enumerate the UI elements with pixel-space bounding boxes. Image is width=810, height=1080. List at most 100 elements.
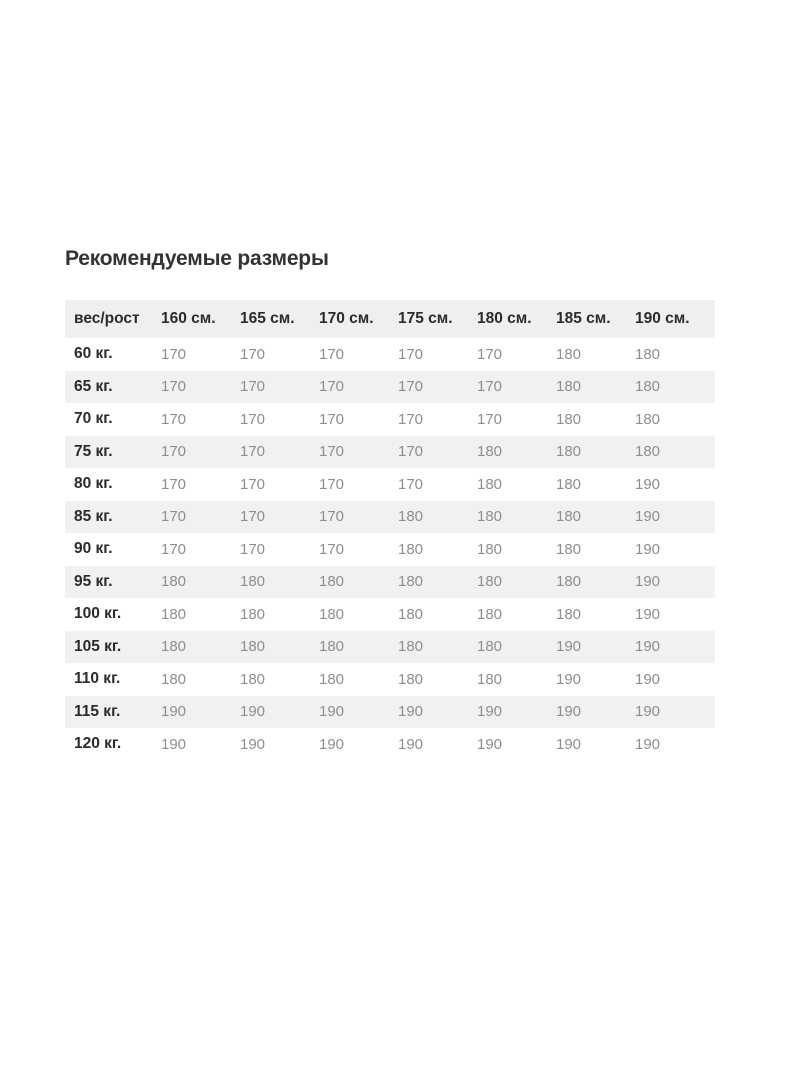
header-cell-height: 190 см. [635, 310, 690, 327]
row-weight-label: 100 кг. [74, 605, 122, 623]
size-value-cell: 180 [161, 605, 187, 623]
size-value-cell: 190 [398, 735, 424, 753]
table-row: 115 кг. 190 190 190 190 190 190 190 [65, 695, 715, 728]
size-value-cell: 170 [398, 410, 424, 428]
size-value-cell: 190 [556, 638, 582, 656]
size-value-cell: 180 [556, 540, 582, 558]
size-value-cell: 190 [556, 703, 582, 721]
size-value-cell: 180 [477, 443, 503, 461]
size-value-cell: 180 [556, 573, 582, 591]
row-weight-label: 70 кг. [74, 410, 113, 428]
size-value-cell: 170 [319, 508, 345, 526]
size-value-cell: 180 [319, 605, 345, 623]
size-value-cell: 190 [240, 703, 266, 721]
size-value-cell: 170 [477, 378, 503, 396]
size-table: вес/рост 160 см. 165 см. 170 см. 175 см. 180 … [65, 300, 715, 761]
size-value-cell: 190 [635, 573, 661, 591]
size-value-cell: 170 [240, 540, 266, 558]
size-value-cell: 180 [240, 638, 266, 656]
size-value-cell: 180 [477, 475, 503, 493]
size-value-cell: 170 [477, 345, 503, 363]
row-weight-label: 95 кг. [74, 572, 113, 590]
table-header-row: вес/рост 160 см. 165 см. 170 см. 175 см. 180 … [65, 300, 715, 338]
size-value-cell: 180 [319, 670, 345, 688]
size-value-cell: 180 [477, 605, 503, 623]
row-weight-label: 60 кг. [74, 345, 113, 363]
size-value-cell: 180 [161, 670, 187, 688]
size-value-cell: 170 [161, 443, 187, 461]
header-cell-height: 160 см. [161, 310, 216, 327]
table-row: 90 кг. 170 170 170 180 180 180 190 [65, 533, 715, 566]
header-cell-height: 170 см. [319, 310, 374, 327]
size-value-cell: 190 [635, 605, 661, 623]
size-value-cell: 170 [240, 508, 266, 526]
size-value-cell: 180 [556, 345, 582, 363]
size-value-cell: 190 [635, 508, 661, 526]
table-row: 95 кг. 180 180 180 180 180 180 190 [65, 565, 715, 598]
size-value-cell: 180 [398, 638, 424, 656]
size-value-cell: 170 [240, 378, 266, 396]
size-value-cell: 170 [161, 378, 187, 396]
table-row: 80 кг. 170 170 170 170 180 180 190 [65, 468, 715, 501]
table-row: 85 кг. 170 170 170 180 180 180 190 [65, 500, 715, 533]
size-value-cell: 170 [398, 378, 424, 396]
row-weight-label: 110 кг. [74, 670, 121, 688]
size-value-cell: 190 [319, 735, 345, 753]
table-row: 75 кг. 170 170 170 170 180 180 180 [65, 435, 715, 468]
header-cell-height: 165 см. [240, 310, 295, 327]
table-row: 100 кг. 180 180 180 180 180 180 190 [65, 598, 715, 631]
size-value-cell: 190 [161, 735, 187, 753]
size-value-cell: 180 [398, 540, 424, 558]
page-title: Рекомендуемые размеры [65, 247, 329, 270]
size-value-cell: 180 [556, 475, 582, 493]
size-value-cell: 170 [319, 345, 345, 363]
size-value-cell: 170 [161, 345, 187, 363]
size-value-cell: 180 [477, 540, 503, 558]
size-value-cell: 170 [161, 475, 187, 493]
table-row: 70 кг. 170 170 170 170 170 180 180 [65, 403, 715, 436]
table-row: 65 кг. 170 170 170 170 170 180 180 [65, 370, 715, 403]
table-row: 120 кг. 190 190 190 190 190 190 190 [65, 728, 715, 761]
size-value-cell: 180 [319, 573, 345, 591]
size-value-cell: 180 [635, 410, 661, 428]
size-value-cell: 170 [240, 443, 266, 461]
size-value-cell: 180 [240, 670, 266, 688]
size-value-cell: 190 [556, 735, 582, 753]
size-value-cell: 180 [161, 573, 187, 591]
size-value-cell: 180 [161, 638, 187, 656]
size-value-cell: 180 [477, 670, 503, 688]
size-value-cell: 180 [477, 638, 503, 656]
size-value-cell: 180 [240, 573, 266, 591]
size-value-cell: 180 [477, 508, 503, 526]
size-value-cell: 170 [240, 475, 266, 493]
header-cell-height: 180 см. [477, 310, 532, 327]
size-value-cell: 170 [319, 443, 345, 461]
size-value-cell: 180 [556, 508, 582, 526]
size-value-cell: 190 [161, 703, 187, 721]
size-value-cell: 180 [398, 670, 424, 688]
row-weight-label: 85 кг. [74, 507, 113, 525]
table-row: 60 кг. 170 170 170 170 170 180 180 [65, 338, 715, 371]
size-value-cell: 180 [398, 605, 424, 623]
row-weight-label: 115 кг. [74, 702, 121, 720]
size-value-cell: 170 [319, 475, 345, 493]
header-cell-height: 185 см. [556, 310, 611, 327]
size-value-cell: 190 [477, 735, 503, 753]
size-value-cell: 180 [398, 573, 424, 591]
size-value-cell: 170 [477, 410, 503, 428]
row-weight-label: 120 кг. [74, 735, 122, 753]
size-value-cell: 180 [556, 443, 582, 461]
size-value-cell: 180 [477, 573, 503, 591]
size-value-cell: 170 [161, 410, 187, 428]
size-value-cell: 170 [240, 345, 266, 363]
size-value-cell: 170 [398, 345, 424, 363]
size-value-cell: 190 [635, 638, 661, 656]
size-value-cell: 170 [398, 475, 424, 493]
size-value-cell: 170 [319, 540, 345, 558]
table-row: 105 кг. 180 180 180 180 180 190 190 [65, 630, 715, 663]
size-value-cell: 170 [319, 410, 345, 428]
size-value-cell: 190 [635, 540, 661, 558]
size-value-cell: 190 [635, 703, 661, 721]
table-row: 110 кг. 180 180 180 180 180 190 190 [65, 663, 715, 696]
size-value-cell: 190 [635, 475, 661, 493]
